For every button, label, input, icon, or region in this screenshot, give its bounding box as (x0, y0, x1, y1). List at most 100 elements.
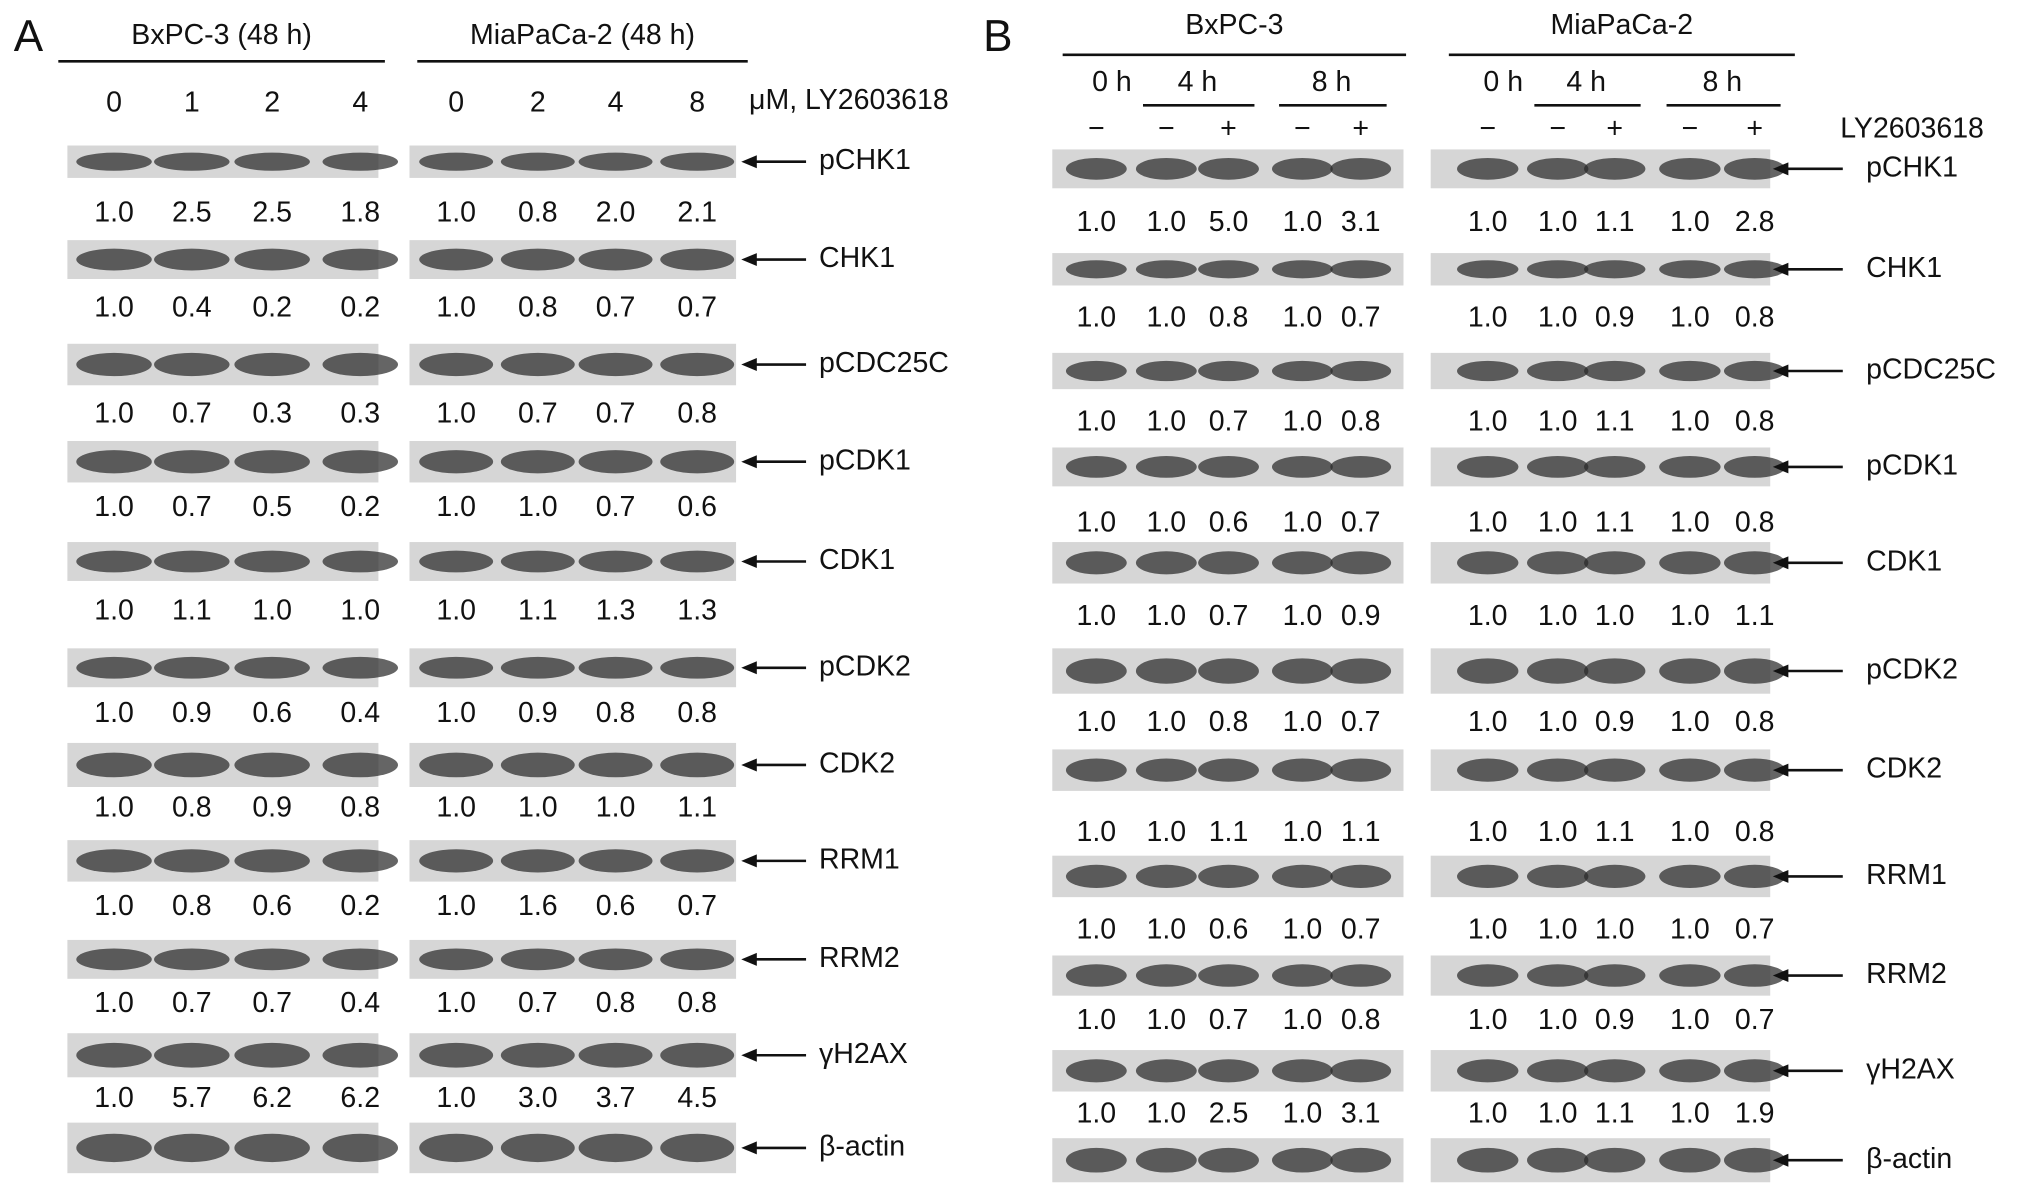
blot-band (154, 152, 230, 171)
densitometry-value: 0.7 (1341, 506, 1381, 538)
blot-band (322, 948, 399, 971)
blot-band (1723, 157, 1786, 180)
densitometry-value: 1.0 (1670, 913, 1710, 945)
densitometry-value: 1.0 (1077, 1004, 1117, 1036)
densitometry-value: 1.1 (1735, 600, 1775, 632)
protein-label: pCDC25C (1866, 354, 1996, 386)
densitometry-value: 0.2 (252, 291, 292, 323)
densitometry-value: 0.4 (172, 291, 212, 323)
densitometry-value: 1.0 (596, 792, 636, 824)
densitometry-value: 2.0 (596, 197, 636, 229)
densitometry-value: 1.0 (1283, 1004, 1323, 1036)
cell-line-header: MiaPaCa-2 (1551, 9, 1694, 41)
densitometry-value: 1.0 (1670, 1004, 1710, 1036)
blot-band (1135, 758, 1197, 782)
blot-band (1723, 260, 1786, 279)
densitometry-value: 1.0 (1283, 706, 1323, 738)
densitometry-value: 0.8 (1341, 1004, 1381, 1036)
blot-band (1457, 360, 1519, 382)
densitometry-value: 1.1 (1209, 816, 1249, 848)
blot-band (1198, 551, 1259, 575)
treatment-sign: − (1158, 113, 1175, 145)
blot-band (1065, 758, 1127, 782)
densitometry-value: 1.0 (436, 197, 476, 229)
densitometry-value: 1.0 (1147, 206, 1187, 238)
blot-band (1457, 157, 1519, 180)
densitometry-value: 1.0 (1670, 600, 1710, 632)
blot-band (1723, 1059, 1786, 1083)
densitometry-value: 1.0 (1468, 816, 1508, 848)
densitometry-value: 0.8 (518, 291, 558, 323)
densitometry-value: 1.0 (436, 987, 476, 1019)
blot-band (1330, 964, 1392, 987)
densitometry-value: 1.0 (1147, 1004, 1187, 1036)
blot-band (1584, 456, 1646, 478)
densitometry-value: 0.8 (1735, 302, 1775, 334)
blot-band (322, 1042, 399, 1068)
densitometry-value: 1.0 (1077, 302, 1117, 334)
densitometry-value: 2.1 (677, 197, 717, 229)
densitometry-value: 1.0 (436, 792, 476, 824)
blot-band (578, 849, 653, 873)
blot-band (1271, 658, 1333, 684)
blot-band (1330, 658, 1392, 684)
arrow-head (1772, 1064, 1789, 1078)
blot-band (154, 550, 230, 573)
densitometry-value: 1.0 (518, 491, 558, 523)
densitometry-value: 0.4 (340, 697, 380, 729)
arrow-head (741, 358, 757, 372)
densitometry-value: 0.7 (677, 291, 717, 323)
blot-band (1135, 864, 1197, 889)
blot-band (1457, 964, 1519, 987)
densitometry-value: 0.7 (518, 398, 558, 430)
densitometry-value: 1.9 (1735, 1097, 1775, 1129)
cell-line-header: BxPC-3 (48 h) (131, 19, 312, 51)
arrow-head (1772, 1153, 1789, 1167)
cell-line-header: BxPC-3 (1185, 9, 1283, 41)
blot-band (154, 1042, 230, 1068)
densitometry-value: 1.0 (1147, 600, 1187, 632)
panel-label: B (983, 12, 1012, 61)
blot-band (1065, 1059, 1127, 1083)
protein-label: γH2AX (1866, 1053, 1955, 1085)
blot-band (1659, 456, 1721, 478)
arrow-head (741, 253, 757, 267)
densitometry-value: 1.0 (1538, 816, 1578, 848)
densitometry-value: 1.0 (94, 197, 134, 229)
densitometry-value: 0.2 (340, 890, 380, 922)
blot-band (1526, 551, 1589, 575)
arrow-head (1772, 869, 1789, 883)
blot-band (1723, 360, 1786, 382)
arrow-head (741, 455, 757, 469)
treatment-sign: − (1682, 113, 1699, 145)
blot-band (500, 352, 575, 377)
densitometry-value: 6.2 (252, 1082, 292, 1114)
blot-band (322, 1133, 399, 1163)
blot-band (500, 948, 575, 971)
blot-band (660, 450, 735, 474)
densitometry-value: 1.0 (1283, 600, 1323, 632)
densitometry-value: 1.0 (1147, 506, 1187, 538)
blot-band (1584, 157, 1646, 180)
densitometry-value: 0.8 (1735, 816, 1775, 848)
dose-label: 4 (608, 87, 624, 119)
densitometry-value: 1.1 (677, 792, 717, 824)
blot-band (1065, 456, 1127, 478)
densitometry-value: 4.5 (677, 1082, 717, 1114)
blot-band (1526, 360, 1589, 382)
blot-band (500, 752, 575, 778)
blot-band (419, 849, 494, 873)
blot-band (1526, 658, 1589, 684)
densitometry-value: 0.7 (252, 987, 292, 1019)
blot-band (419, 248, 494, 271)
blot-band (234, 752, 310, 778)
blot-band (154, 450, 230, 474)
densitometry-value: 0.8 (1209, 706, 1249, 738)
densitometry-value: 1.0 (1077, 506, 1117, 538)
blot-band (1135, 1059, 1197, 1083)
blot-band (1659, 864, 1721, 889)
blot-band (1065, 864, 1127, 889)
dose-label: 8 (689, 87, 705, 119)
densitometry-value: 0.7 (596, 398, 636, 430)
densitometry-value: 0.8 (596, 697, 636, 729)
